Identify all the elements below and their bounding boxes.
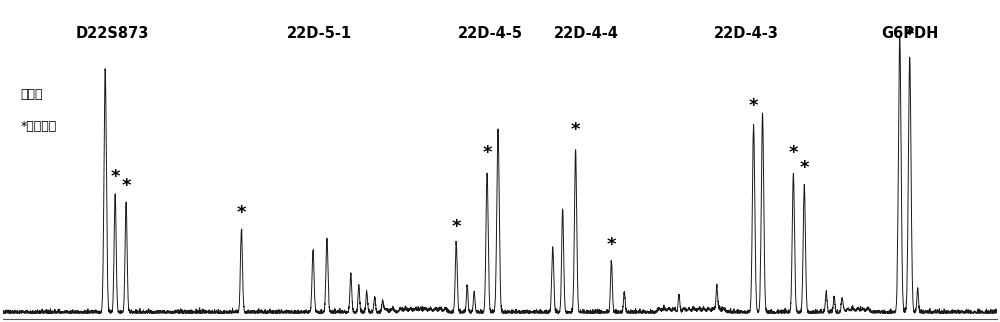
Text: *: * — [607, 236, 616, 254]
Text: 22D-4-3: 22D-4-3 — [714, 26, 779, 42]
Text: *先心病人: *先心病人 — [21, 120, 57, 134]
Text: *: * — [905, 26, 914, 44]
Text: *: * — [749, 97, 758, 115]
Text: 正常人: 正常人 — [21, 88, 43, 101]
Text: *: * — [571, 121, 580, 139]
Text: *: * — [482, 145, 492, 163]
Text: *: * — [110, 168, 120, 186]
Text: *: * — [789, 145, 798, 163]
Text: 22D-4-4: 22D-4-4 — [554, 26, 619, 42]
Text: D22S873: D22S873 — [75, 26, 149, 42]
Text: 22D-5-1: 22D-5-1 — [286, 26, 352, 42]
Text: 22D-4-5: 22D-4-5 — [458, 26, 523, 42]
Text: *: * — [237, 204, 246, 222]
Text: *: * — [451, 218, 461, 236]
Text: *: * — [800, 159, 809, 177]
Text: G6PDH: G6PDH — [881, 26, 938, 42]
Text: *: * — [121, 177, 131, 195]
